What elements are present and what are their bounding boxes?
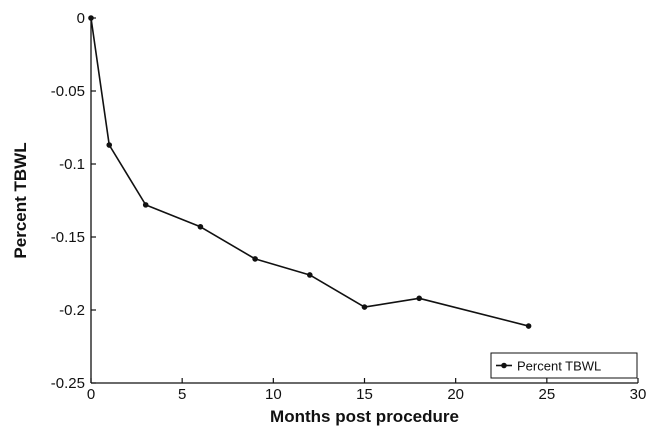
y-axis-title: Percent TBWL — [11, 142, 30, 258]
data-point — [88, 15, 94, 21]
x-tick-label: 10 — [265, 386, 282, 403]
x-tick-label: 0 — [87, 386, 95, 403]
x-axis-title: Months post procedure — [270, 407, 459, 426]
data-point — [525, 323, 532, 329]
y-tick-label: 0 — [77, 10, 85, 27]
y-tick-label: -0.2 — [59, 302, 85, 319]
data-point — [106, 142, 113, 148]
data-point — [307, 272, 313, 278]
legend-point-marker — [501, 362, 507, 369]
y-tick-label: -0.15 — [51, 229, 85, 246]
y-axis-ticks: 0 -0.05 -0.1 -0.15 -0.2 -0.25 — [51, 10, 96, 392]
y-tick-label: -0.05 — [51, 83, 85, 100]
plot-area — [88, 15, 532, 329]
data-point — [416, 295, 423, 302]
legend: Percent TBWL — [490, 352, 638, 379]
data-point — [197, 223, 204, 230]
y-tick-label: -0.1 — [59, 156, 85, 173]
data-point — [252, 256, 258, 262]
x-axis-ticks: 0 5 10 15 20 25 30 — [87, 378, 647, 403]
legend-box — [490, 352, 638, 379]
x-tick-label: 25 — [538, 386, 555, 403]
x-tick-label: 30 — [630, 386, 647, 403]
x-tick-label: 5 — [178, 386, 186, 403]
axes — [90, 18, 638, 384]
data-point — [361, 304, 368, 310]
series-line — [90, 17, 529, 327]
y-tick-label: -0.25 — [51, 375, 85, 392]
x-tick-label: 15 — [356, 386, 373, 403]
legend-entry-label: Percent TBWL — [517, 359, 601, 374]
x-tick-label: 20 — [447, 386, 464, 403]
data-point — [142, 202, 149, 208]
